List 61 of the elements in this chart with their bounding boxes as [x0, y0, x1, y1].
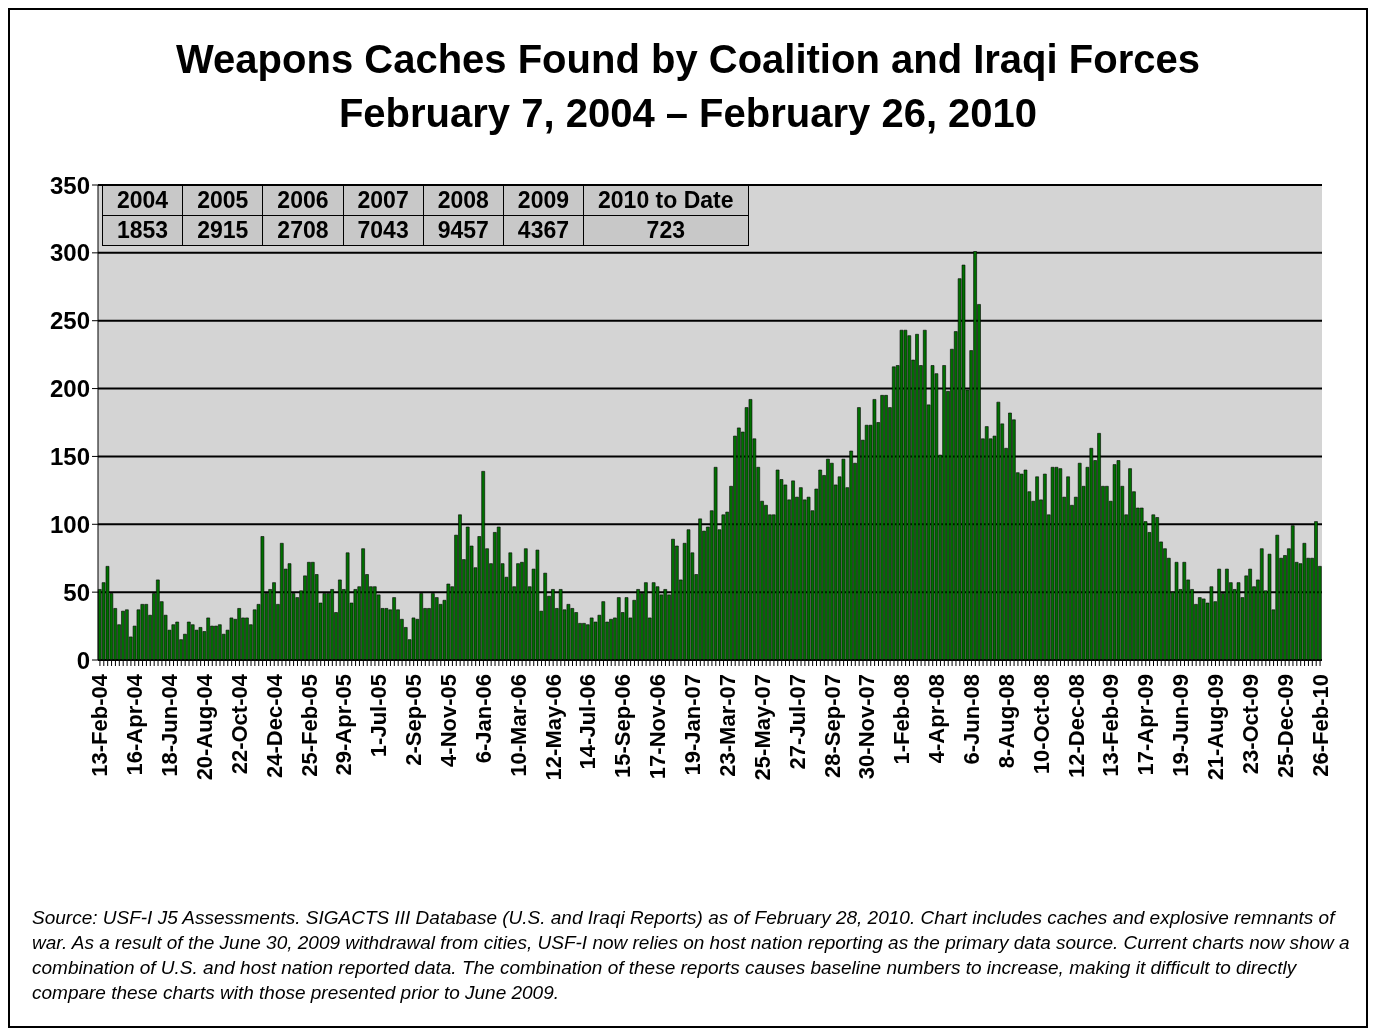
x-tick-label: 1-Feb-08 — [889, 674, 915, 765]
annotation: 2915 — [182, 215, 263, 246]
x-tick-label: 2-Sep-05 — [401, 674, 427, 766]
x-tick-label: 28-Sep-07 — [819, 674, 845, 778]
x-tick-label: 16-Apr-04 — [122, 673, 148, 776]
y-tick-label: 100 — [49, 510, 90, 538]
x-tick-label: 25-May-07 — [749, 674, 775, 781]
annotation: 7043 — [343, 215, 424, 246]
x-tick-label: 8-Aug-08 — [993, 674, 1019, 769]
x-tick-label: 23-Oct-09 — [1237, 674, 1263, 775]
y-tick-label: 150 — [49, 442, 90, 470]
annotation: 2007 — [343, 185, 424, 216]
y-tick-label: 50 — [63, 578, 90, 606]
chart-title: Weapons Caches Found by Coalition and Iraqi Forces — [175, 36, 1201, 83]
x-tick-label: 29-Apr-05 — [331, 674, 357, 776]
x-tick-label: 23-Mar-07 — [714, 674, 740, 777]
annotation: 2010 to Date — [583, 185, 749, 216]
y-tick-label: 250 — [49, 307, 90, 335]
chart-subtitle: February 7, 2004 – February 26, 2010 — [337, 90, 1039, 137]
x-tick-label: 10-Oct-08 — [1028, 674, 1054, 775]
x-tick-label: 15-Sep-06 — [610, 674, 636, 778]
x-tick-label: 17-Apr-09 — [1133, 674, 1159, 776]
x-tick-label: 27-Jul-07 — [784, 674, 810, 770]
x-tick-label: 25-Dec-09 — [1272, 674, 1298, 778]
x-tick-label: 17-Nov-06 — [645, 674, 671, 780]
y-tick-label: 350 — [49, 171, 90, 199]
y-tick-label: 0 — [76, 646, 90, 674]
x-tick-label: 26-Feb-10 — [1307, 674, 1333, 777]
x-tick-label: 30-Nov-07 — [854, 674, 880, 780]
y-tick-label: 200 — [49, 375, 90, 403]
annotation: 1853 — [102, 215, 183, 246]
x-tick-label: 13-Feb-04 — [87, 673, 113, 777]
x-tick-label: 20-Aug-04 — [192, 673, 218, 781]
x-tick-label: 25-Feb-05 — [296, 674, 322, 777]
x-tick-label: 19-Jun-09 — [1168, 674, 1194, 777]
source-note: Source: USF-I J5 Assessments. SIGACTS III Database (U.S. and Iraqi Reports) as of February 28, 2010. Chart includes caches and explosive remnants of war. As a result of the June 30, 2009 withdrawal from cities, USF-I now relies on host nation reporting as the primary data source. Current charts now show a combination of U.S. and host nation reported data. The combination of these reports causes baseline numbers to increase, making it difficult to directly compare these charts with those presented prior to June 2009. — [32, 906, 1351, 1005]
annotation: 4367 — [503, 215, 584, 246]
annotation: 2008 — [423, 185, 504, 216]
x-tick-label: 12-Dec-08 — [1063, 674, 1089, 778]
x-tick-label: 18-Jun-04 — [157, 673, 183, 777]
x-tick-label: 21-Aug-09 — [1202, 674, 1228, 781]
x-tick-label: 6-Jan-06 — [470, 674, 496, 764]
annotation: 9457 — [423, 215, 504, 246]
y-tick-label: 300 — [49, 239, 90, 267]
x-tick-label: 19-Jan-07 — [680, 674, 706, 776]
x-tick-label: 4-Nov-05 — [436, 674, 462, 767]
x-tick-label: 10-Mar-06 — [505, 674, 531, 777]
annotation: 2009 — [503, 185, 584, 216]
annotation: 2004 — [102, 185, 183, 216]
annotation: 2005 — [182, 185, 263, 216]
x-tick-label: 24-Dec-04 — [261, 673, 287, 778]
x-tick-label: 1-Jul-05 — [366, 674, 392, 758]
x-tick-label: 4-Apr-08 — [924, 674, 950, 764]
x-tick-label: 13-Feb-09 — [1098, 674, 1124, 777]
x-tick-label: 12-May-06 — [540, 674, 566, 781]
annotation: 2708 — [262, 215, 344, 246]
x-tick-label: 14-Jul-06 — [575, 674, 601, 770]
x-tick-label: 6-Jun-08 — [958, 674, 984, 765]
annotation: 2006 — [262, 185, 344, 216]
x-tick-label: 22-Oct-04 — [226, 673, 252, 775]
annotation: 723 — [583, 215, 749, 246]
